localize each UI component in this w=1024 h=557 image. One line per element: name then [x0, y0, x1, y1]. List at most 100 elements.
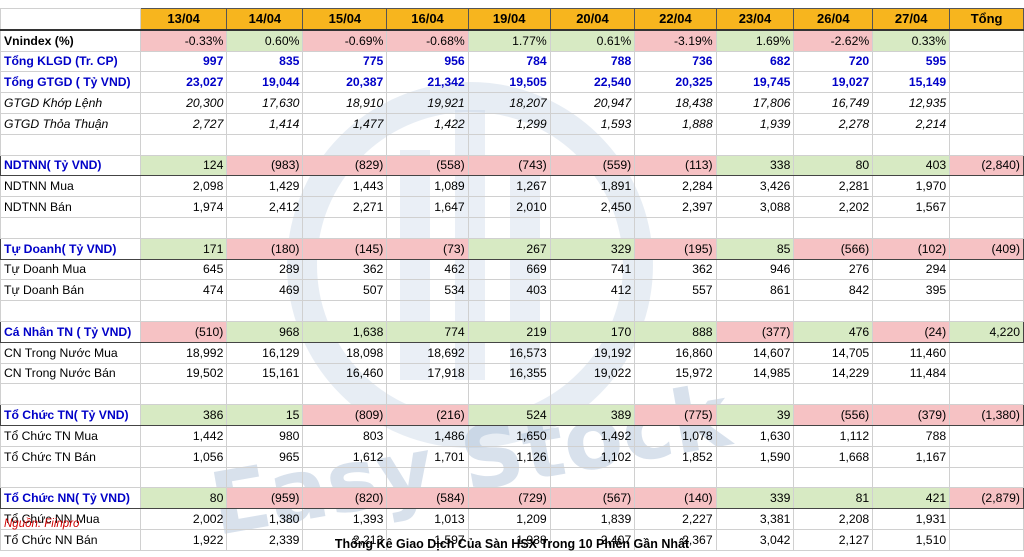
spacer-row: [0, 383, 1024, 406]
value-cell: 19,192: [549, 341, 636, 364]
value-cell: 1,209: [467, 508, 551, 530]
value-cell: 19,044: [226, 71, 304, 94]
value-cell: (377): [715, 320, 795, 343]
value-cell: 645: [139, 258, 228, 281]
value-cell: 0.60%: [226, 28, 304, 52]
value-cell: (983): [226, 154, 304, 177]
row-label: NDTNN( Tỷ VND): [0, 154, 141, 177]
value-cell: 1,486: [386, 424, 469, 447]
value-cell: 1,668: [793, 445, 874, 468]
value-cell: 386: [139, 404, 228, 426]
value-cell: 997: [139, 50, 228, 73]
value-cell: 1,839: [549, 508, 636, 530]
value-cell: (113): [634, 154, 717, 177]
header-corner: [0, 7, 141, 31]
value-cell: 267: [467, 237, 551, 260]
empty-cell: [793, 383, 874, 406]
empty-cell: [634, 383, 717, 406]
value-cell: 170: [549, 320, 636, 343]
value-cell: 1,638: [302, 320, 388, 343]
value-cell: (558): [386, 154, 469, 177]
value-cell: 1,167: [872, 445, 951, 468]
empty-cell: [139, 216, 228, 239]
empty-cell: [226, 300, 304, 322]
value-cell: (584): [386, 487, 469, 510]
value-cell: 2,450: [549, 196, 636, 218]
value-cell: 124: [139, 154, 228, 177]
table-row: NDTNN( Tỷ VND) 124 (983) (829) (558) (743) (55…: [0, 154, 1024, 177]
value-cell: 2,727: [139, 112, 228, 135]
empty-cell: [0, 300, 141, 322]
total-cell: (1,380): [949, 404, 1024, 426]
total-cell: [949, 112, 1024, 135]
empty-cell: [634, 300, 717, 322]
value-cell: 19,502: [139, 362, 228, 385]
value-cell: (567): [549, 487, 636, 510]
value-cell: 16,749: [793, 92, 874, 114]
value-cell: 736: [634, 50, 717, 73]
value-cell: 1,567: [872, 196, 951, 218]
value-cell: 1,414: [226, 112, 304, 135]
value-cell: 720: [793, 50, 874, 73]
value-cell: 17,630: [226, 92, 304, 114]
value-cell: (216): [386, 404, 469, 426]
value-cell: (379): [872, 404, 951, 426]
total-cell: (2,840): [949, 154, 1024, 177]
value-cell: 557: [634, 279, 717, 302]
value-cell: 2,214: [872, 112, 951, 135]
value-cell: 17,918: [386, 362, 469, 385]
total-cell: [949, 445, 1024, 468]
empty-cell: [467, 466, 551, 489]
value-cell: 1,647: [386, 196, 469, 218]
empty-cell: [634, 216, 717, 239]
value-cell: 462: [386, 258, 469, 281]
total-cell: [949, 341, 1024, 364]
empty-cell: [302, 216, 388, 239]
value-cell: 18,992: [139, 341, 228, 364]
row-label: Tổ Chức TN( Tỷ VND): [0, 404, 141, 426]
value-cell: -0.33%: [139, 28, 228, 52]
value-cell: (959): [226, 487, 304, 510]
empty-cell: [793, 300, 874, 322]
value-cell: 14,985: [715, 362, 795, 385]
value-cell: 1,891: [549, 175, 636, 198]
value-cell: 2,227: [634, 508, 717, 530]
value-cell: 20,300: [139, 92, 228, 114]
value-cell: 1,102: [549, 445, 636, 468]
empty-cell: [949, 216, 1024, 239]
row-label: NDTNN Mua: [0, 175, 141, 198]
value-cell: 1,510: [872, 528, 951, 551]
header-date: 16/04: [386, 7, 469, 31]
empty-cell: [386, 133, 469, 156]
value-cell: -0.68%: [386, 28, 469, 52]
row-label: Tổ Chức TN Mua: [0, 424, 141, 447]
empty-cell: [793, 466, 874, 489]
value-cell: 1,701: [386, 445, 469, 468]
total-cell: [949, 362, 1024, 385]
value-cell: 968: [226, 320, 304, 343]
value-cell: 1,078: [634, 424, 717, 447]
value-cell: 1,442: [139, 424, 228, 447]
value-cell: 15: [226, 404, 304, 426]
value-cell: 294: [872, 258, 951, 281]
value-cell: 788: [872, 424, 951, 447]
value-cell: 507: [302, 279, 388, 302]
row-label: Tự Doanh Bán: [0, 279, 141, 302]
empty-cell: [226, 133, 304, 156]
value-cell: 18,692: [386, 341, 469, 364]
value-cell: 2,202: [793, 196, 874, 218]
total-cell: [949, 71, 1024, 94]
value-cell: 469: [226, 279, 304, 302]
value-cell: 339: [715, 487, 795, 510]
value-cell: 171: [139, 237, 228, 260]
value-cell: 1,888: [634, 112, 717, 135]
value-cell: 835: [226, 50, 304, 73]
value-cell: (195): [634, 237, 717, 260]
header-date: 20/04: [549, 7, 636, 31]
empty-cell: [872, 466, 951, 489]
value-cell: 18,438: [634, 92, 717, 114]
row-label: Tự Doanh Mua: [0, 258, 141, 281]
value-cell: (510): [139, 320, 228, 343]
value-cell: 338: [715, 154, 795, 177]
value-cell: 289: [226, 258, 304, 281]
